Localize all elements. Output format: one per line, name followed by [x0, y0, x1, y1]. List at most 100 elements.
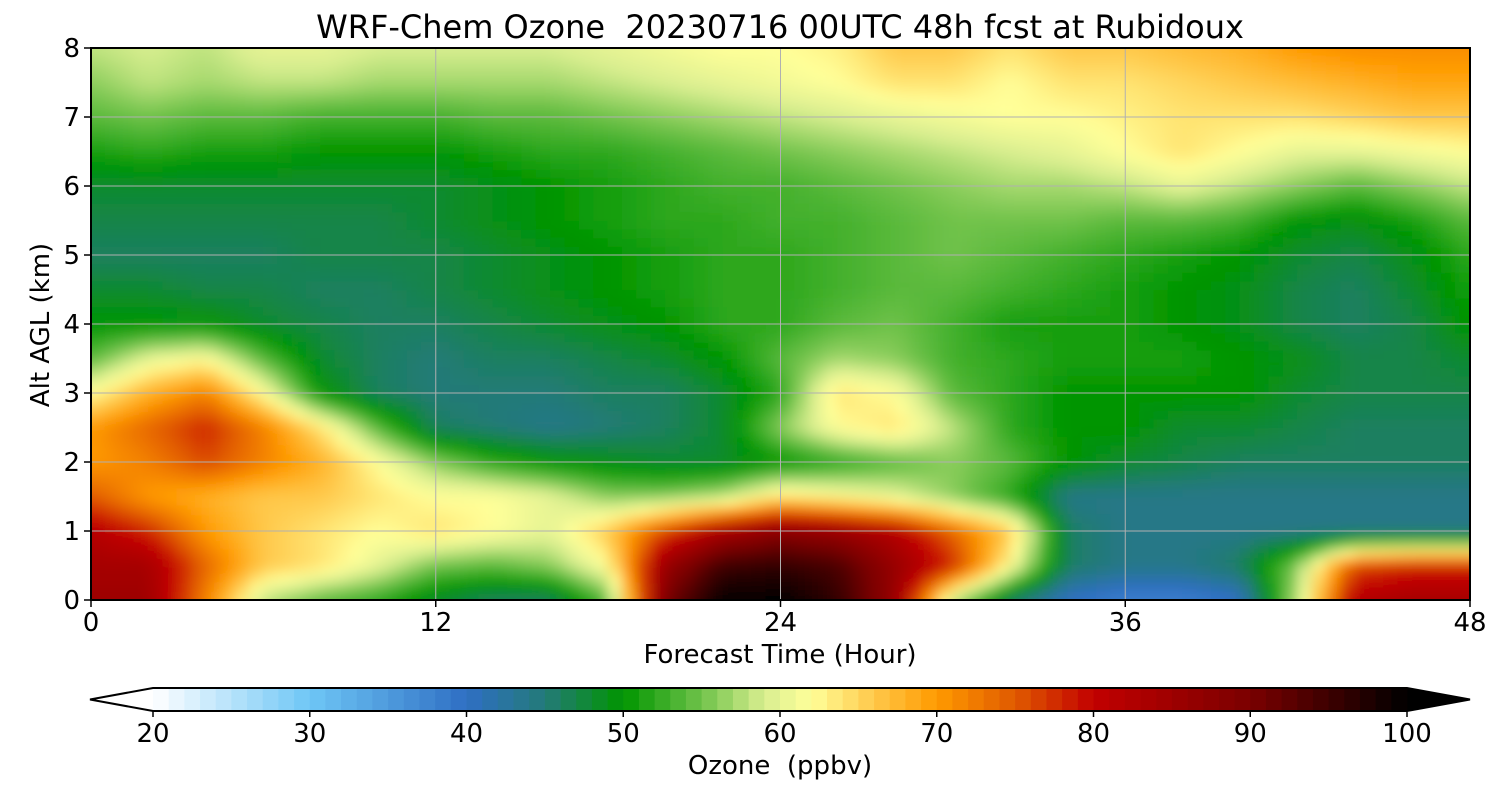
heatmap-cell [894, 245, 911, 256]
heatmap-cell [1383, 478, 1399, 489]
heatmap-cell [794, 358, 810, 368]
heatmap-cell [1282, 452, 1299, 463]
heatmap-cell [650, 573, 667, 584]
heatmap-cell [1139, 332, 1155, 342]
heatmap-cell [1484, 393, 1499, 403]
heatmap-cell [1024, 392, 1040, 403]
heatmap-cell [794, 392, 810, 403]
heatmap-cell [1024, 504, 1040, 515]
heatmap-cell [492, 590, 509, 600]
heatmap-cell [320, 582, 336, 592]
heatmap-cell [1282, 409, 1299, 420]
heatmap-cell [665, 470, 681, 480]
heatmap-cell [147, 194, 164, 204]
heatmap-cell [621, 194, 638, 204]
heatmap-cell [1412, 211, 1428, 222]
heatmap-cell [894, 496, 911, 506]
heatmap-cell [722, 280, 738, 291]
heatmap-cell [765, 487, 781, 498]
heatmap-cell [62, 427, 77, 437]
heatmap-cell [780, 435, 796, 446]
heatmap-cell [492, 409, 509, 420]
heatmap-cell [291, 513, 307, 523]
heatmap-cell [851, 582, 868, 592]
heatmap-cell [392, 487, 408, 498]
heatmap-cell [1383, 349, 1399, 360]
heatmap-cell [1009, 521, 1026, 532]
heatmap-cell [880, 358, 896, 368]
heatmap-cell [191, 323, 207, 334]
heatmap-cell [521, 323, 537, 334]
heatmap-cell [650, 254, 667, 265]
heatmap-cell [1297, 513, 1313, 523]
heatmap-cell [1282, 539, 1299, 549]
heatmap-cell [1225, 323, 1241, 334]
heatmap-cell [420, 521, 437, 532]
heatmap-cell [851, 297, 868, 308]
heatmap-cell [578, 366, 595, 377]
heatmap-cell [248, 194, 264, 204]
heatmap-cell [794, 427, 810, 437]
heatmap-cell [147, 444, 164, 454]
heatmap-cell [1139, 297, 1155, 308]
heatmap-cell [91, 496, 92, 506]
heatmap-cell [1426, 427, 1442, 437]
heatmap-cell [1325, 220, 1342, 230]
heatmap-cell [1383, 323, 1399, 334]
heatmap-cell [320, 521, 336, 532]
heatmap-cell [1024, 513, 1040, 523]
heatmap-cell [607, 289, 623, 299]
heatmap-cell [349, 194, 365, 204]
heatmap-cell [406, 383, 422, 394]
heatmap-cell [679, 185, 695, 196]
heatmap-cell [981, 185, 997, 196]
heatmap-cell [1254, 539, 1270, 549]
heatmap-cell [966, 444, 983, 454]
heatmap-cell [909, 289, 925, 299]
heatmap-cell [492, 314, 509, 325]
heatmap-cell [176, 392, 193, 403]
heatmap-cell [765, 401, 781, 411]
heatmap-cell [291, 383, 307, 394]
heatmap-cell [1340, 185, 1356, 196]
heatmap-cell [205, 409, 221, 420]
heatmap-cell [492, 194, 509, 204]
heatmap-cell [191, 383, 207, 394]
heatmap-cell [679, 245, 695, 256]
heatmap-cell [535, 237, 552, 247]
heatmap-cell [1254, 521, 1270, 532]
heatmap-cell [535, 427, 552, 437]
heatmap-cell [435, 582, 451, 592]
heatmap-cell [1239, 461, 1256, 472]
heatmap-cell [420, 556, 437, 567]
heatmap-cell [1153, 496, 1169, 506]
heatmap-cell [363, 228, 379, 239]
heatmap-cell [377, 340, 394, 351]
heatmap-cell [593, 280, 609, 291]
heatmap-cell [866, 409, 882, 420]
heatmap-cell [550, 245, 566, 256]
heatmap-cell [679, 513, 695, 523]
heatmap-cell [765, 383, 781, 394]
heatmap-cell [1368, 582, 1385, 592]
heatmap-cell [1368, 435, 1385, 446]
heatmap-cell [449, 383, 465, 394]
heatmap-cell [521, 556, 537, 567]
heatmap-cell [880, 254, 896, 265]
heatmap-cell [564, 590, 580, 600]
heatmap-cell [449, 435, 465, 446]
heatmap-cell [1081, 271, 1098, 282]
heatmap-cell [1455, 194, 1470, 204]
heatmap-cell [1182, 254, 1198, 265]
heatmap-cell [1038, 427, 1054, 437]
heatmap-cell [621, 254, 638, 265]
heatmap-cell [478, 582, 494, 592]
heatmap-cell [1282, 349, 1299, 360]
heatmap-cell [665, 409, 681, 420]
heatmap-cell [1254, 392, 1270, 403]
heatmap-cell [133, 582, 149, 592]
heatmap-cell [1325, 547, 1342, 558]
heatmap-cell [966, 194, 983, 204]
heatmap-cell [694, 608, 709, 618]
heatmap-cell [91, 590, 106, 600]
